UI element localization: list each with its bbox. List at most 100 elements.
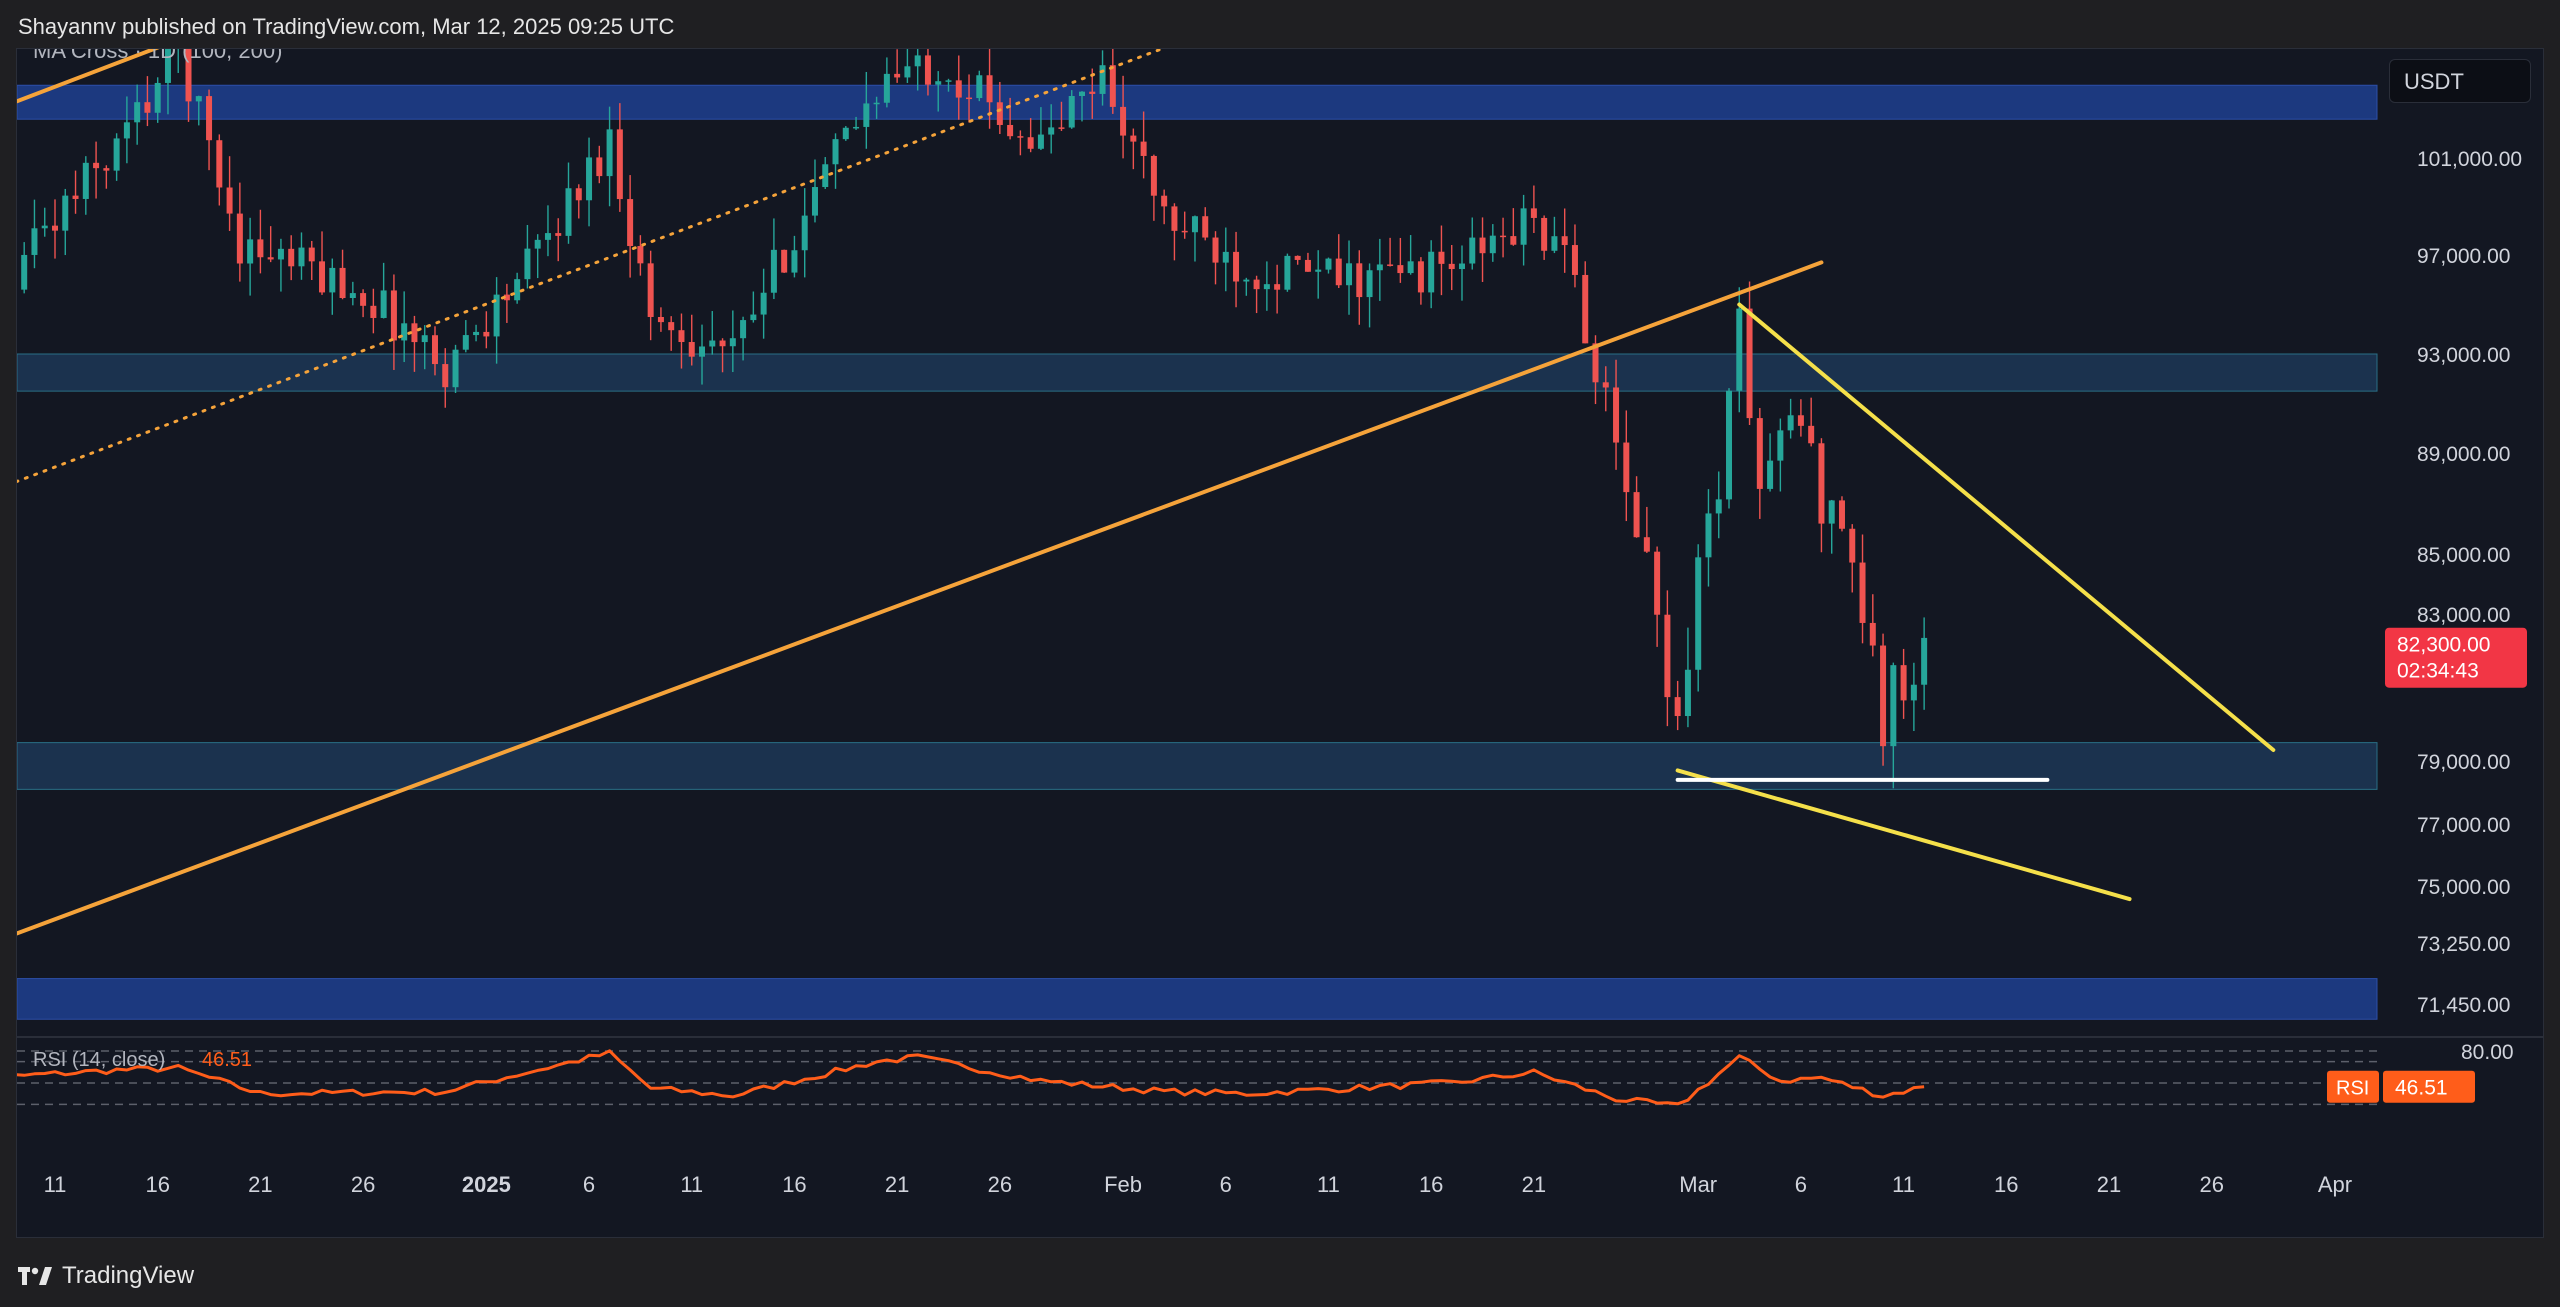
price-chart-svg[interactable]: MA Cross · 1D (100, 200) 101,000.00 97,000… — [17, 49, 2544, 1238]
time-axis-tick: Apr — [2318, 1172, 2352, 1197]
trendline-yellow-solid-4[interactable] — [1675, 768, 2132, 902]
candle-body — [1613, 387, 1620, 443]
candle-body — [1181, 230, 1188, 233]
candle-body — [1274, 284, 1281, 290]
candle-body — [811, 187, 818, 216]
candle-body — [216, 140, 223, 188]
candle-body — [1397, 265, 1404, 274]
candle-body — [1109, 65, 1116, 107]
time-axis-tick: 26 — [2199, 1172, 2223, 1197]
candle-body — [144, 102, 151, 113]
time-axis-tick: Mar — [1679, 1172, 1717, 1197]
time-axis-tick: 16 — [782, 1172, 806, 1197]
trendline-orange-solid-0[interactable] — [17, 49, 199, 134]
price-axis-tick: 101,000.00 — [2417, 148, 2522, 171]
candle-body — [1623, 442, 1630, 493]
candle-body — [524, 248, 531, 280]
candle-body — [1726, 390, 1733, 500]
last-price-badge — [2385, 627, 2527, 688]
candle-body — [360, 293, 367, 306]
candle-body — [750, 314, 757, 321]
time-axis-tick: 21 — [1522, 1172, 1546, 1197]
candle-body — [1387, 264, 1394, 266]
candle-body — [1715, 499, 1722, 514]
candle-body — [1037, 134, 1044, 149]
candle-body — [1161, 195, 1168, 207]
candle-body — [1233, 251, 1240, 282]
candle-body — [1079, 91, 1085, 97]
candle-body — [247, 239, 254, 264]
candle-body — [1674, 697, 1681, 717]
candle-body — [1880, 645, 1887, 747]
price-axis-tick: 71,450.00 — [2417, 994, 2510, 1017]
rsi-line[interactable] — [17, 1049, 1925, 1106]
candle-body — [1900, 665, 1907, 701]
candle-body — [647, 263, 654, 317]
candle-body — [72, 195, 79, 199]
tradingview-logo-icon — [18, 1267, 52, 1285]
candle-body — [1356, 263, 1363, 298]
candle-body — [390, 290, 397, 341]
time-axis-tick: 2025 — [462, 1172, 511, 1197]
footer-brand[interactable]: TradingView — [18, 1258, 194, 1294]
candle-body — [1191, 216, 1198, 233]
candle-body — [103, 168, 110, 171]
trendline-yellow-solid-3[interactable] — [1737, 302, 2276, 752]
rsi-value-badge-label: 46.51 — [2395, 1077, 2448, 1100]
candle-body — [1325, 258, 1332, 270]
candle-body — [288, 248, 295, 267]
candle-body — [1705, 513, 1712, 558]
candle-body — [267, 257, 274, 260]
candle-body — [904, 66, 911, 78]
candle-body — [52, 225, 58, 231]
time-axis-tick: 11 — [1317, 1172, 1340, 1197]
candle-body — [62, 195, 69, 231]
trendline-orange-dotted-1[interactable] — [17, 49, 1226, 514]
candle-body — [1428, 251, 1435, 293]
trendline-orange-solid-2[interactable] — [17, 260, 1824, 965]
candle-body — [822, 164, 829, 188]
candle-body — [1068, 96, 1075, 128]
candle-body — [82, 162, 89, 199]
candle-body — [1756, 418, 1763, 489]
candle-body — [1150, 155, 1157, 196]
currency-selector-button[interactable]: USDT — [2389, 59, 2531, 103]
candle-body — [1366, 270, 1373, 298]
candle-body — [729, 338, 736, 347]
rsi-axis-tick: 80.00 — [2461, 1041, 2514, 1064]
price-axis-tick: 89,000.00 — [2417, 443, 2510, 466]
candle-body — [544, 233, 551, 240]
candle-body — [534, 239, 541, 249]
chart-panel[interactable]: MA Cross · 1D (100, 200) 101,000.00 97,000… — [16, 48, 2544, 1238]
candle-body — [791, 250, 798, 273]
candle-body — [308, 247, 315, 262]
price-axis-tick: 73,250.00 — [2417, 933, 2510, 956]
candle-body — [1294, 255, 1301, 260]
candle-body — [996, 102, 1003, 125]
candle-body — [257, 239, 264, 258]
candle-body — [493, 294, 500, 337]
candle-body — [1797, 415, 1804, 426]
candle-body — [781, 249, 788, 273]
candle-body — [1284, 255, 1291, 290]
candle-body — [1099, 65, 1106, 94]
candle-body — [154, 82, 161, 113]
candle-body — [1469, 237, 1476, 264]
candle-body — [134, 102, 141, 123]
time-axis-tick: 16 — [1994, 1172, 2018, 1197]
candle-body — [123, 122, 130, 139]
candle-body — [842, 127, 849, 140]
candle-body — [873, 102, 880, 105]
candle-body — [1777, 430, 1784, 461]
candle-body — [699, 346, 706, 357]
candle-body — [1818, 443, 1825, 524]
candle-body — [1808, 425, 1815, 444]
candle-body — [483, 331, 490, 337]
candle-body — [31, 228, 38, 255]
candle-body — [1592, 343, 1599, 383]
candle-body — [93, 162, 100, 169]
candle-body — [1438, 251, 1445, 264]
candle-body — [1838, 500, 1845, 529]
ma-cross-label: MA Cross · 1D (100, 200) — [33, 49, 282, 63]
candle-body — [349, 293, 356, 299]
